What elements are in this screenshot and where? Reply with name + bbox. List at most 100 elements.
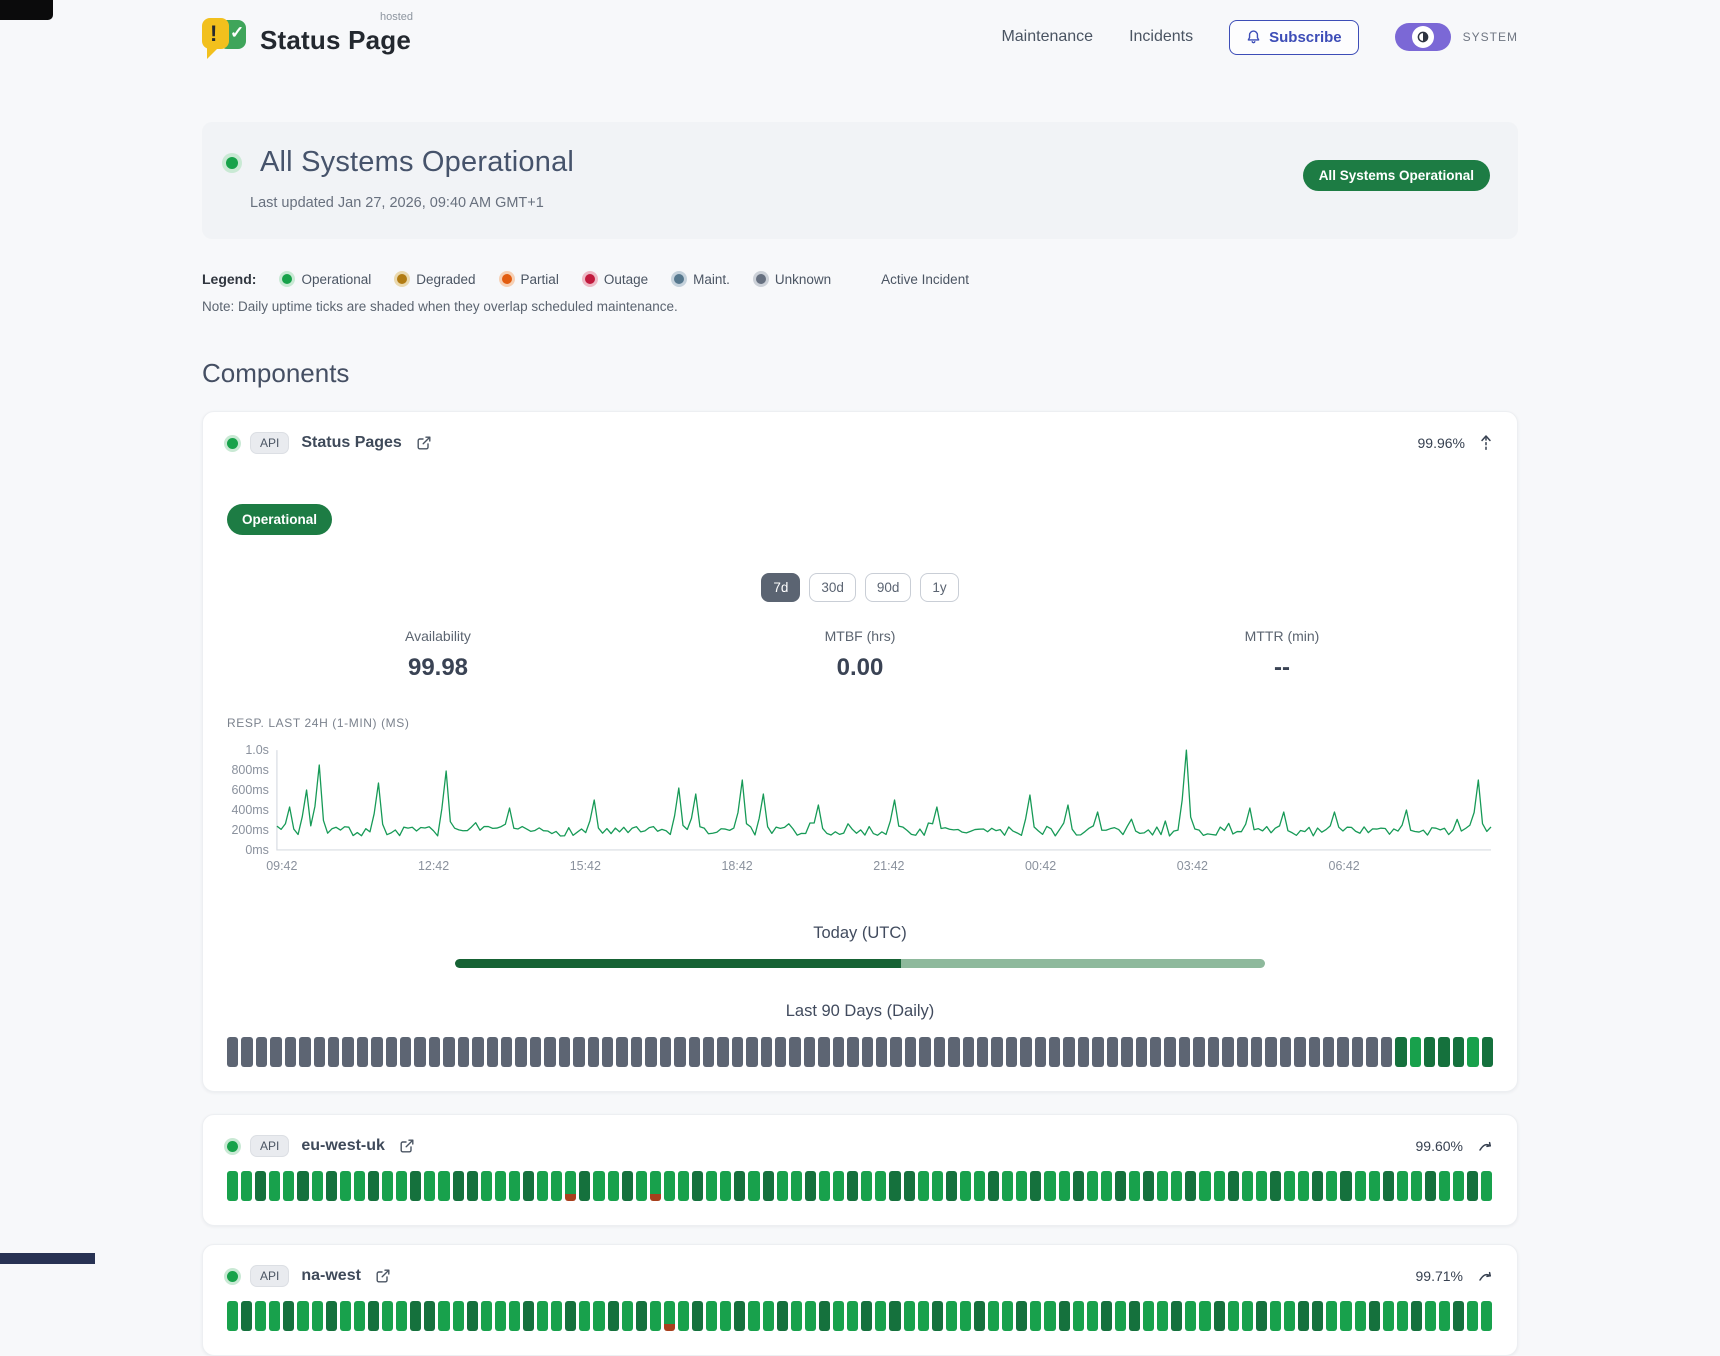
uptime-tick (565, 1301, 577, 1331)
legend-dot (282, 274, 293, 284)
uptime-tick (593, 1171, 605, 1201)
uptime-tick (551, 1301, 563, 1331)
svg-text:1.0s: 1.0s (245, 743, 269, 757)
uptime-tick (635, 1171, 647, 1201)
uptime-tick (438, 1301, 450, 1331)
uptime-tick (1100, 1171, 1112, 1201)
svg-text:00:42: 00:42 (1025, 859, 1056, 873)
expand-icon[interactable] (1477, 1269, 1493, 1283)
component-card-status-pages: API Status Pages 99.96% (202, 411, 1518, 1092)
uptime-tick (1030, 1171, 1042, 1201)
range-button-1y[interactable]: 1y (920, 573, 959, 602)
uptime-tick (933, 1037, 946, 1067)
collapse-icon[interactable] (1479, 433, 1493, 453)
uptime-tick (804, 1171, 816, 1201)
uptime-tick (1467, 1171, 1479, 1201)
uptime-tick (1439, 1171, 1451, 1201)
time-range-selector: 7d 30d 90d 1y (227, 573, 1493, 602)
range-button-30d[interactable]: 30d (809, 573, 856, 602)
today-progress-fill (454, 959, 901, 968)
uptime-tick (973, 1171, 986, 1201)
uptime-tick (283, 1301, 295, 1331)
svg-text:15:42: 15:42 (570, 859, 601, 873)
legend-dot (674, 274, 685, 284)
uptime-tick (702, 1037, 715, 1067)
uptime-tick (1222, 1037, 1234, 1067)
response-time-chart: 1.0s 800ms 600ms 400ms 200ms 0ms 09:42 12:42 15:… (227, 738, 1493, 890)
uptime-tick (1143, 1171, 1155, 1201)
uptime-tick (241, 1171, 253, 1201)
uptime-tick (973, 1301, 986, 1331)
legend-note: Note: Daily uptime ticks are shaded when… (202, 299, 678, 314)
legend-label: Operational (301, 271, 372, 287)
external-link-icon[interactable] (375, 1268, 391, 1284)
uptime-tick (522, 1171, 535, 1201)
uptime-tick (400, 1037, 412, 1067)
today-progress-bar (454, 959, 1266, 968)
external-link-icon[interactable] (416, 435, 432, 451)
screen-artifact-top-left (0, 0, 53, 20)
expand-icon[interactable] (1477, 1139, 1493, 1153)
brand[interactable]: ! ✓ Status Page hosted (202, 11, 413, 59)
uptime-tick (1171, 1301, 1183, 1331)
uptime-tick (1114, 1301, 1126, 1331)
legend-dot (755, 274, 766, 284)
uptime-tick (297, 1301, 309, 1331)
uptime-ticks-90d (227, 1301, 1493, 1331)
uptime-tick (1002, 1301, 1014, 1331)
subscribe-button[interactable]: Subscribe (1229, 19, 1359, 55)
stat-mttrmin: MTTR (min) -- (1071, 628, 1493, 682)
uptime-tick (1086, 1301, 1098, 1331)
uptime-tick (746, 1037, 758, 1067)
uptime-tick (1308, 1037, 1321, 1067)
uptime-tick (255, 1301, 267, 1331)
component-card-na-west: API na-west 99.71% (202, 1244, 1518, 1356)
external-link-icon[interactable] (399, 1138, 415, 1154)
uptime-tick (616, 1037, 628, 1067)
range-button-90d[interactable]: 90d (864, 573, 912, 602)
uptime-tick (529, 1037, 542, 1067)
range-button-7d[interactable]: 7d (761, 573, 801, 602)
uptime-tick (1135, 1037, 1147, 1067)
uptime-tick (1020, 1037, 1032, 1067)
theme-toggle[interactable] (1394, 23, 1451, 51)
uptime-tick (1438, 1037, 1450, 1067)
uptime-tick (818, 1301, 831, 1331)
uptime-tick (988, 1171, 1000, 1201)
uptime-tick (621, 1171, 633, 1201)
nav-incidents[interactable]: Incidents (1129, 28, 1194, 45)
uptime-tick (367, 1171, 380, 1201)
uptime-tick (424, 1171, 436, 1201)
component-name: eu-west-uk (301, 1137, 385, 1154)
uptime-tick (775, 1037, 787, 1067)
uptime-tick (663, 1301, 675, 1331)
uptime-tick (1481, 1037, 1494, 1067)
uptime-tick (833, 1301, 845, 1331)
uptime-tick (414, 1037, 426, 1067)
svg-text:400ms: 400ms (231, 803, 268, 817)
uptime-tick (976, 1037, 989, 1067)
uptime-tick (480, 1301, 492, 1331)
uptime-tick (1077, 1037, 1090, 1067)
uptime-tick (299, 1037, 311, 1067)
uptime-tick (1452, 1037, 1465, 1067)
component-tag-badge: API (250, 1135, 290, 1157)
brand-superscript: hosted (380, 11, 414, 23)
uptime-tick (1279, 1037, 1292, 1067)
nav-maintenance[interactable]: Maintenance (1001, 28, 1094, 45)
uptime-tick (356, 1037, 369, 1067)
uptime-tick (847, 1037, 859, 1067)
uptime-tick (1250, 1037, 1263, 1067)
component-tag-badge: API (250, 1265, 290, 1287)
uptime-tick (1199, 1301, 1211, 1331)
uptime-tick (959, 1301, 971, 1331)
uptime-tick (573, 1037, 585, 1067)
svg-text:600ms: 600ms (231, 783, 268, 797)
uptime-tick (1063, 1037, 1075, 1067)
uptime-tick (1382, 1171, 1394, 1201)
uptime-tick (1326, 1171, 1338, 1201)
uptime-tick (720, 1301, 732, 1331)
uptime-tick (720, 1171, 732, 1201)
uptime-tick (1326, 1301, 1338, 1331)
uptime-tick (1312, 1301, 1324, 1331)
